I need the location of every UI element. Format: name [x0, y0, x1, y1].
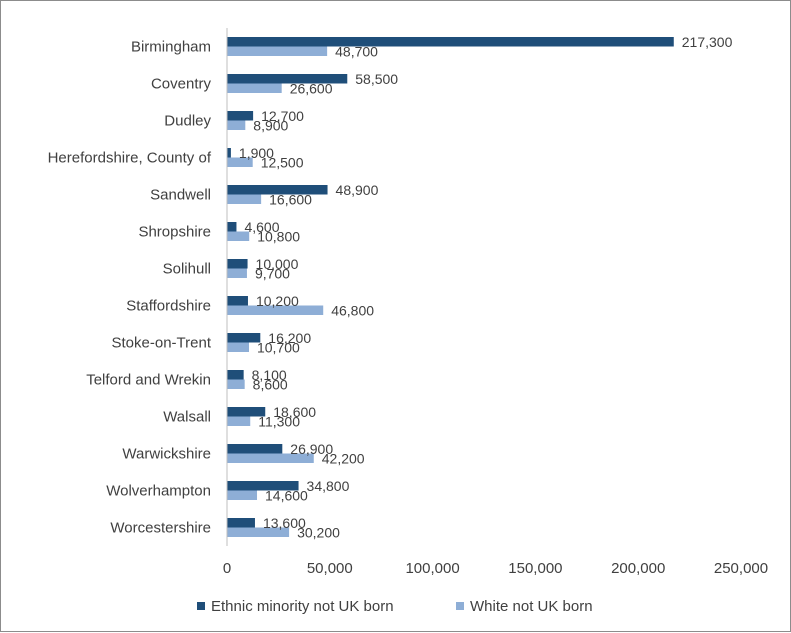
x-tick-label: 200,000	[611, 560, 665, 577]
category-label-stoke-on-trent: Stoke-on-Trent	[112, 335, 212, 352]
bars	[227, 37, 674, 537]
bar-white-sandwell	[227, 194, 262, 204]
bar-ethnic-minority-stoke-on-trent	[227, 333, 261, 343]
category-label-walsall: Walsall	[163, 409, 211, 426]
data-label-ethnic-minority-staffordshire: 10,200	[256, 293, 299, 309]
bar-ethnic-minority-herefordshire-county-of	[227, 148, 231, 158]
data-label-white-staffordshire: 46,800	[331, 302, 374, 318]
bar-white-birmingham	[227, 46, 328, 56]
data-label-white-coventry: 26,600	[290, 80, 333, 96]
bar-white-herefordshire-county-of	[227, 157, 253, 167]
data-label-white-telford-and-wrekin: 8,600	[253, 376, 288, 392]
data-label-white-worcestershire: 30,200	[297, 524, 340, 540]
x-tick-label: 250,000	[714, 560, 768, 577]
x-tick-label: 150,000	[508, 560, 562, 577]
data-label-white-dudley: 8,900	[253, 117, 288, 133]
x-tick-label: 50,000	[307, 560, 353, 577]
data-label-ethnic-minority-solihull: 10,000	[256, 256, 299, 272]
category-label-solihull: Solihull	[163, 261, 211, 278]
data-label-white-warwickshire: 42,200	[322, 450, 365, 466]
bar-ethnic-minority-coventry	[227, 74, 348, 84]
data-label-ethnic-minority-walsall: 18,600	[273, 404, 316, 420]
bar-white-shropshire	[227, 231, 250, 241]
data-label-ethnic-minority-stoke-on-trent: 16,200	[268, 330, 311, 346]
category-label-coventry: Coventry	[151, 76, 212, 93]
data-label-ethnic-minority-coventry: 58,500	[355, 71, 398, 87]
bar-ethnic-minority-warwickshire	[227, 444, 283, 454]
bar-white-walsall	[227, 416, 251, 426]
bar-white-warwickshire	[227, 453, 314, 463]
data-label-white-herefordshire-county-of: 12,500	[261, 154, 304, 170]
bar-ethnic-minority-wolverhampton	[227, 481, 299, 491]
data-label-ethnic-minority-telford-and-wrekin: 8,100	[252, 367, 287, 383]
category-labels: Birmingham Coventry Dudley Herefordshire, C…	[48, 39, 212, 537]
legend-swatch-ethnic-minority	[197, 602, 205, 610]
data-label-ethnic-minority-shropshire: 4,600	[244, 219, 279, 235]
legend-label-white: White not UK born	[470, 598, 593, 615]
data-label-ethnic-minority-birmingham: 217,300	[682, 34, 733, 50]
data-label-white-birmingham: 48,700	[335, 43, 378, 59]
bar-white-coventry	[227, 83, 282, 93]
bar-ethnic-minority-birmingham	[227, 37, 674, 47]
category-label-shropshire: Shropshire	[138, 224, 211, 241]
category-label-sandwell: Sandwell	[150, 187, 211, 204]
bar-ethnic-minority-shropshire	[227, 222, 237, 232]
bar-white-stoke-on-trent	[227, 342, 249, 352]
data-label-white-sandwell: 16,600	[269, 191, 312, 207]
bar-ethnic-minority-worcestershire	[227, 518, 255, 528]
data-label-white-wolverhampton: 14,600	[265, 487, 308, 503]
data-label-ethnic-minority-worcestershire: 13,600	[263, 515, 306, 531]
legend: Ethnic minority not UK born White not UK …	[197, 598, 593, 615]
bar-ethnic-minority-staffordshire	[227, 296, 248, 306]
category-label-herefordshire-county-of: Herefordshire, County of	[48, 150, 212, 167]
category-label-dudley: Dudley	[164, 113, 211, 130]
category-label-telford-and-wrekin: Telford and Wrekin	[86, 372, 211, 389]
data-label-ethnic-minority-herefordshire-county-of: 1,900	[239, 145, 274, 161]
data-label-ethnic-minority-warwickshire: 26,900	[290, 441, 333, 457]
category-label-worcestershire: Worcestershire	[110, 520, 211, 537]
data-label-white-stoke-on-trent: 10,700	[257, 339, 300, 355]
bar-white-wolverhampton	[227, 490, 258, 500]
bar-white-worcestershire	[227, 527, 290, 537]
legend-label-ethnic-minority: Ethnic minority not UK born	[211, 598, 394, 615]
x-tick-label: 0	[223, 560, 231, 577]
x-tick-labels: 0 50,000 100,000 150,000 200,000 250,000	[223, 560, 768, 577]
data-label-white-shropshire: 10,800	[257, 228, 300, 244]
bar-ethnic-minority-walsall	[227, 407, 266, 417]
data-label-white-solihull: 9,700	[255, 265, 290, 281]
bar-ethnic-minority-dudley	[227, 111, 254, 121]
x-tick-label: 100,000	[405, 560, 459, 577]
data-label-white-walsall: 11,300	[258, 413, 300, 429]
bar-ethnic-minority-solihull	[227, 259, 248, 269]
category-label-staffordshire: Staffordshire	[126, 298, 211, 315]
bar-white-solihull	[227, 268, 247, 278]
data-label-ethnic-minority-sandwell: 48,900	[336, 182, 379, 198]
bar-white-telford-and-wrekin	[227, 379, 245, 389]
category-label-birmingham: Birmingham	[131, 39, 211, 56]
bar-white-staffordshire	[227, 305, 324, 315]
data-label-ethnic-minority-dudley: 12,700	[261, 108, 304, 124]
data-label-ethnic-minority-wolverhampton: 34,800	[307, 478, 350, 494]
category-label-wolverhampton: Wolverhampton	[106, 483, 211, 500]
legend-swatch-white	[456, 602, 464, 610]
bar-ethnic-minority-sandwell	[227, 185, 328, 195]
category-label-warwickshire: Warwickshire	[122, 446, 211, 463]
bar-ethnic-minority-telford-and-wrekin	[227, 370, 244, 380]
bar-white-dudley	[227, 120, 246, 130]
